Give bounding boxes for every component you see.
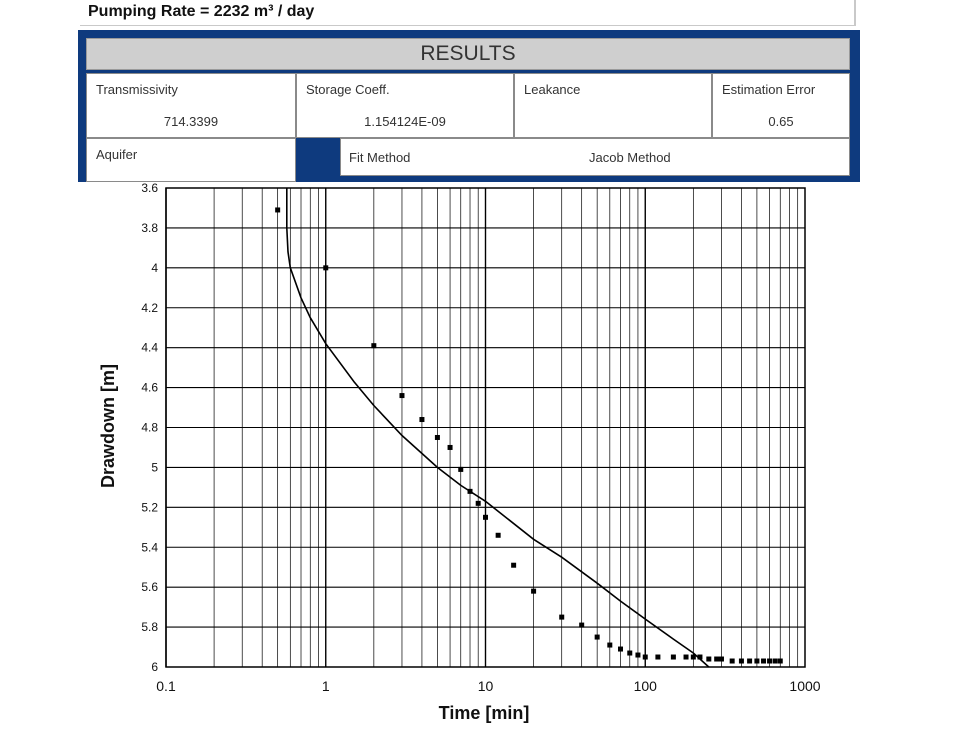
y-tick-label: 3.6 [141, 181, 158, 195]
chart-grid [165, 187, 805, 668]
y-tick-label: 4.8 [141, 421, 158, 435]
y-tick-label: 3.8 [141, 221, 158, 235]
data-point [607, 642, 613, 648]
data-point [729, 658, 735, 664]
leakance-cell: Leakance [514, 73, 712, 138]
storage-coeff-label: Storage Coeff. [306, 82, 390, 97]
data-point [761, 658, 767, 664]
data-point [642, 654, 648, 660]
fit-method-label: Fit Method [349, 150, 411, 165]
pumping-rate-label: Pumping Rate = 2232 m³ / day [88, 3, 315, 20]
data-point [747, 658, 753, 664]
x-tick-label: 10 [478, 678, 494, 694]
y-tick-label: 4.2 [141, 301, 158, 315]
fit-line [286, 188, 710, 668]
data-point [772, 658, 778, 664]
x-tick-label: 100 [634, 678, 658, 694]
estimation-error-cell: Estimation Error 0.65 [712, 73, 850, 138]
results-header: RESULTS [86, 38, 850, 70]
data-point [738, 658, 744, 664]
data-point [767, 658, 773, 664]
x-tick-label: 1000 [789, 678, 820, 694]
y-axis-label: Drawdown [m] [98, 364, 118, 488]
data-point [714, 656, 720, 662]
data-point [594, 634, 600, 640]
data-point [627, 650, 633, 656]
estimation-error-label: Estimation Error [722, 82, 816, 97]
data-point [777, 658, 783, 664]
results-panel: RESULTS Transmissivity 714.3399 Storage … [78, 30, 860, 182]
data-point [419, 417, 425, 423]
data-point [434, 434, 440, 440]
data-point [718, 656, 724, 662]
data-point [495, 532, 501, 538]
y-tick-label: 4.6 [141, 381, 158, 395]
estimation-error-value: 0.65 [768, 114, 794, 129]
data-point [447, 444, 453, 450]
data-point [475, 500, 481, 506]
y-tick-label: 5 [151, 460, 158, 474]
data-point [635, 652, 641, 658]
y-tick-label: 5.8 [141, 620, 158, 634]
top-bar: Pumping Rate = 2232 m³ / day [80, 0, 856, 26]
data-point [458, 466, 464, 472]
data-point [683, 654, 689, 660]
fit-method-cell: Fit Method Jacob Method [340, 138, 850, 176]
y-tick-label: 6 [151, 660, 158, 674]
x-tick-label: 1 [322, 678, 330, 694]
drawdown-chart: 0.1 1 10 100 1000 3.6 3.8 4 4.2 4.4 4.6 4.8 5 5.2 5.4… [98, 181, 821, 723]
data-point [618, 646, 624, 652]
data-point [697, 654, 703, 660]
y-tick-label: 5.2 [141, 500, 158, 514]
x-tick-label: 0.1 [156, 678, 176, 694]
data-point [371, 343, 377, 349]
transmissivity-label: Transmissivity [96, 82, 178, 97]
data-point [483, 514, 488, 520]
data-point [754, 658, 760, 664]
transmissivity-cell: Transmissivity 714.3399 [86, 73, 296, 138]
x-axis-label: Time [min] [439, 703, 530, 723]
data-point [511, 562, 517, 568]
data-point [467, 488, 473, 494]
plot-frame [165, 187, 806, 668]
y-tick-label: 4.4 [141, 341, 158, 355]
aquifer-label: Aquifer [96, 147, 138, 162]
data-point [690, 654, 696, 660]
data-point [275, 207, 281, 213]
data-points [275, 207, 783, 664]
data-point [531, 588, 537, 594]
leakance-label: Leakance [524, 82, 581, 97]
data-point [323, 265, 329, 271]
transmissivity-value: 714.3399 [163, 114, 219, 129]
data-point [579, 622, 585, 628]
storage-coeff-cell: Storage Coeff. 1.154124E-09 [296, 73, 514, 138]
data-point [655, 654, 661, 660]
data-point [399, 393, 405, 399]
y-tick-label: 5.6 [141, 580, 158, 594]
y-tick-labels: 3.6 3.8 4 4.2 4.4 4.6 4.8 5 5.2 5.4 5.6 5.8 6 [141, 181, 158, 674]
data-point [706, 656, 712, 662]
fit-method-value: Jacob Method [589, 150, 671, 165]
results-title: RESULTS [420, 42, 516, 65]
y-tick-label: 5.4 [141, 540, 158, 554]
data-point [559, 614, 565, 620]
x-tick-labels: 0.1 1 10 100 1000 [156, 678, 821, 694]
aquifer-cell: Aquifer [86, 138, 296, 182]
data-point [670, 654, 676, 660]
storage-coeff-value: 1.154124E-09 [364, 114, 446, 129]
y-tick-label: 4 [151, 261, 158, 275]
